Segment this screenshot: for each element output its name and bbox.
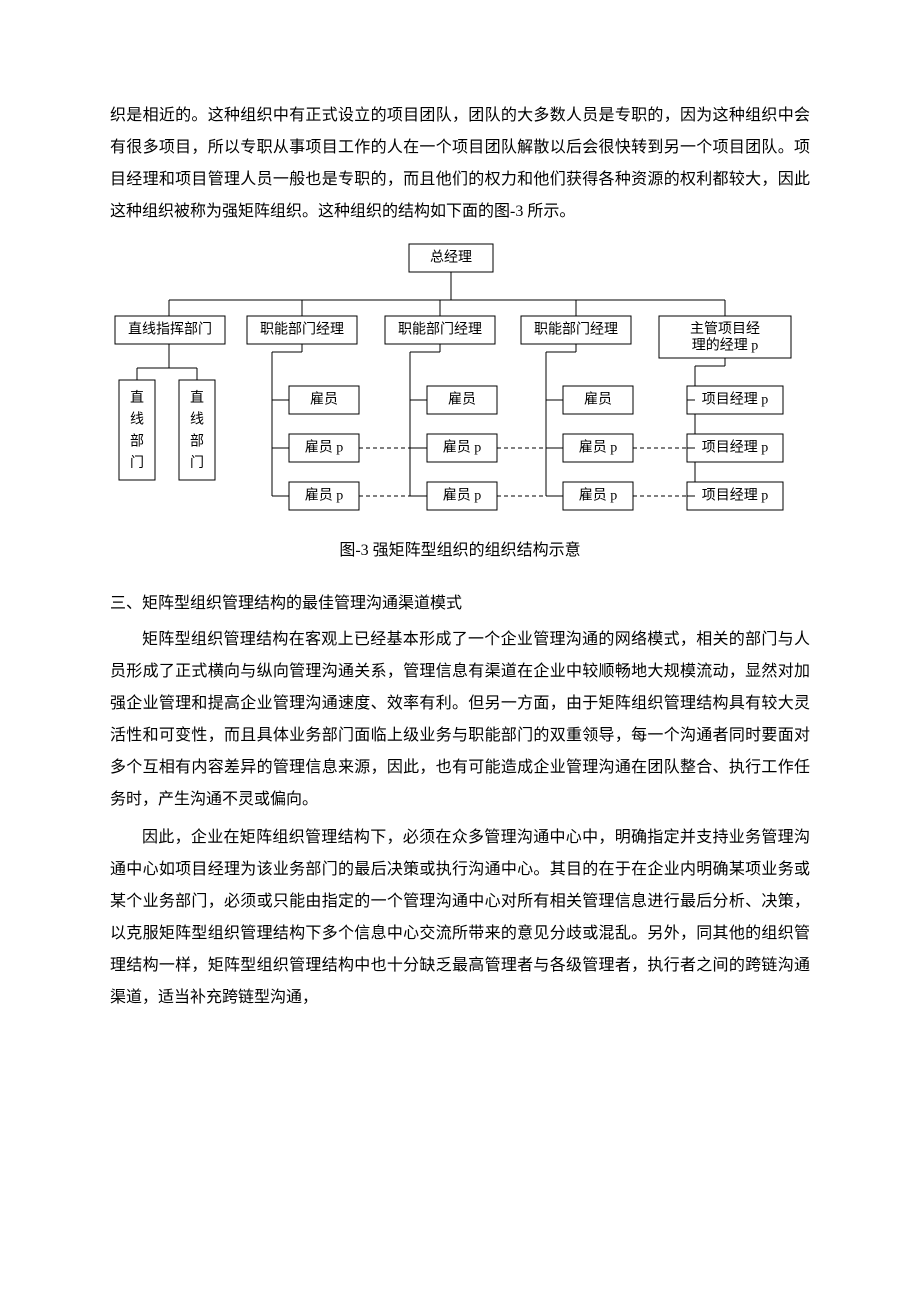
svg-text:直: 直 [190, 389, 204, 406]
paragraph-2: 矩阵型组织管理结构在客观上已经基本形成了一个企业管理沟通的网络模式，相关的部门与… [110, 624, 810, 816]
svg-text:雇员 p: 雇员 p [579, 487, 618, 504]
svg-text:雇员: 雇员 [448, 391, 476, 408]
svg-text:主管项目经: 主管项目经 [690, 321, 760, 337]
svg-text:理的经理 p: 理的经理 p [692, 338, 759, 354]
svg-text:雇员 p: 雇员 p [443, 487, 482, 504]
svg-text:直: 直 [130, 389, 144, 406]
paragraph-1: 织是相近的。这种组织中有正式设立的项目团队，团队的大多数人员是专职的，因为这种组… [110, 100, 810, 228]
svg-text:线: 线 [130, 412, 144, 428]
svg-text:项目经理 p: 项目经理 p [702, 440, 769, 456]
svg-text:门: 门 [190, 455, 204, 471]
svg-text:直线指挥部门: 直线指挥部门 [128, 321, 212, 338]
svg-text:职能部门经理: 职能部门经理 [534, 322, 618, 338]
figure-caption: 图-3 强矩阵型组织的组织结构示意 [110, 536, 810, 560]
svg-text:雇员: 雇员 [310, 391, 338, 408]
svg-text:雇员 p: 雇员 p [305, 439, 344, 456]
svg-text:职能部门经理: 职能部门经理 [398, 322, 482, 338]
svg-text:项目经理 p: 项目经理 p [702, 488, 769, 504]
svg-text:部: 部 [130, 433, 144, 449]
svg-text:雇员: 雇员 [584, 391, 612, 408]
org-chart-diagram: 总经理直线指挥部门职能部门经理职能部门经理职能部门经理主管项目经理的经理 p直线… [107, 238, 807, 528]
svg-text:总经理: 总经理 [430, 250, 472, 266]
svg-text:项目经理 p: 项目经理 p [702, 392, 769, 408]
svg-text:部: 部 [190, 433, 204, 449]
svg-text:线: 线 [190, 412, 204, 428]
svg-text:职能部门经理: 职能部门经理 [260, 322, 344, 338]
svg-text:门: 门 [130, 455, 144, 471]
section-heading: 三、矩阵型组织管理结构的最佳管理沟通渠道模式 [110, 588, 810, 620]
svg-text:雇员 p: 雇员 p [305, 487, 344, 504]
svg-text:雇员 p: 雇员 p [443, 439, 482, 456]
paragraph-3: 因此，企业在矩阵组织管理结构下，必须在众多管理沟通中心中，明确指定并支持业务管理… [110, 822, 810, 1014]
svg-text:雇员 p: 雇员 p [579, 439, 618, 456]
